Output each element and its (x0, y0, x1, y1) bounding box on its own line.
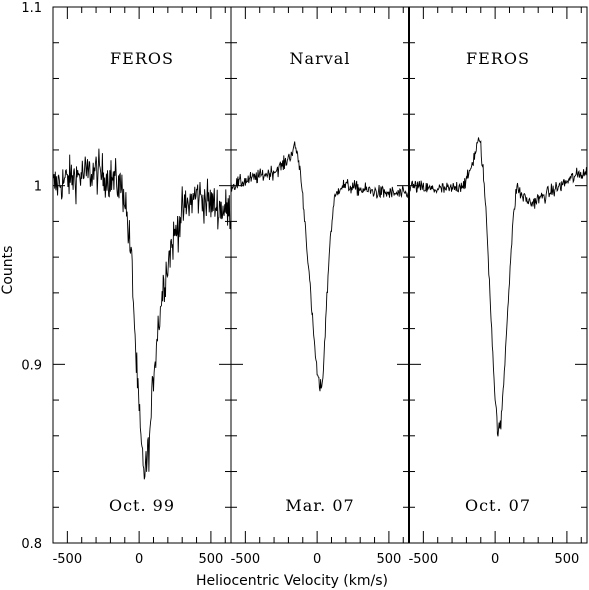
plot-border (52, 6, 588, 544)
axis-ticks (53, 6, 587, 544)
spectrum-line (52, 148, 232, 480)
spectrum-line (230, 141, 410, 392)
panel-instrument-label: Narval (290, 49, 351, 68)
y-tick-label: 1 (34, 180, 42, 195)
x-tick-label: 500 (554, 552, 579, 567)
y-tick-label: 0.8 (21, 537, 42, 552)
x-tick-label: 500 (198, 552, 223, 567)
y-tick-label: 1.1 (21, 1, 42, 16)
y-tick-label: 0.9 (21, 358, 42, 373)
panel-instrument-label: FEROS (466, 49, 530, 68)
x-tick-label: 0 (491, 552, 499, 567)
x-tick-label: -500 (409, 552, 439, 567)
x-tick-label: 0 (135, 552, 143, 567)
panel-date-label: Oct. 07 (465, 496, 531, 515)
panel-date-label: Mar. 07 (285, 496, 354, 515)
x-tick-label: -500 (231, 552, 261, 567)
panel-instrument-label: FEROS (110, 49, 174, 68)
y-axis-title: Counts (0, 246, 16, 295)
spectrum-lines (52, 137, 588, 480)
spectrum-line (408, 137, 588, 437)
x-tick-label: 500 (376, 552, 401, 567)
x-tick-label: -500 (53, 552, 83, 567)
chart-labels: 0.8 0.9 1 1.1 -500 0 500 FEROS Oct. 99 -500 0 500 Na… (21, 1, 579, 567)
plot-frame (52, 6, 588, 544)
panel-date-label: Oct. 99 (109, 496, 175, 515)
x-axis-title: Heliocentric Velocity (km/s) (196, 573, 388, 589)
x-tick-label: 0 (313, 552, 321, 567)
